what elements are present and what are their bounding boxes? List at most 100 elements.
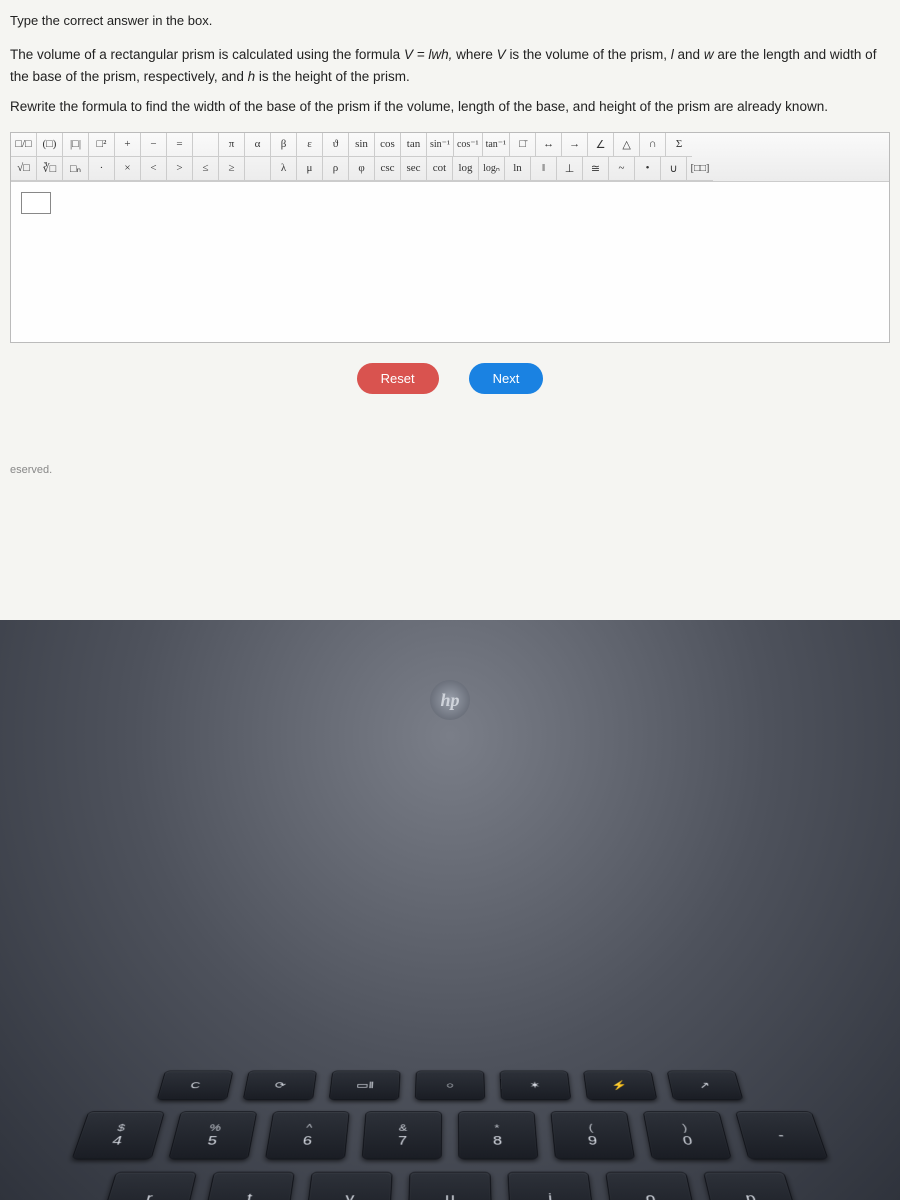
keyboard-key: ↗ (667, 1071, 744, 1101)
toolbar-button[interactable]: logₙ (479, 157, 505, 181)
problem-statement: The volume of a rectangular prism is cal… (10, 44, 890, 87)
toolbar-button[interactable]: |□| (63, 133, 89, 157)
answer-input[interactable] (21, 192, 51, 214)
toolbar-button[interactable]: π (219, 133, 245, 157)
toolbar-button[interactable]: → (562, 133, 588, 157)
toolbar-button[interactable]: + (115, 133, 141, 157)
problem-part-f: is the height of the prism. (259, 69, 410, 84)
toolbar-button[interactable]: < (141, 157, 167, 181)
rewrite-prompt: Rewrite the formula to find the width of… (10, 97, 890, 117)
keyboard: C⟳▭‖○✶⚡↗ $4%5^6&7*8(9)0- rtyuiop (0, 1071, 900, 1200)
toolbar-row-1: □/□(□)|□|□²+−= παβεϑsincostansin⁻¹cos⁻¹ta… (11, 133, 889, 157)
toolbar-button[interactable]: sin (349, 133, 375, 157)
toolbar-button[interactable]: · (89, 157, 115, 181)
toolbar-button[interactable]: φ (349, 157, 375, 181)
keyboard-key: ⚡ (583, 1071, 657, 1101)
next-button[interactable]: Next (469, 363, 544, 394)
toolbar-button[interactable]: sec (401, 157, 427, 181)
toolbar-button[interactable]: log (453, 157, 479, 181)
math-toolbar: □/□(□)|□|□²+−= παβεϑsincostansin⁻¹cos⁻¹ta… (11, 133, 889, 182)
toolbar-button[interactable]: (□) (37, 133, 63, 157)
keyboard-key: $4 (71, 1111, 164, 1159)
toolbar-button[interactable]: ∛□ (37, 157, 63, 181)
var-v: V (497, 47, 506, 62)
keyboard-key: ^6 (265, 1111, 350, 1159)
toolbar-button[interactable]: csc (375, 157, 401, 181)
toolbar-button[interactable]: sin⁻¹ (427, 133, 454, 157)
toolbar-button[interactable]: ∩ (640, 133, 666, 157)
keyboard-key: ⟳ (243, 1071, 317, 1101)
keyboard-key: )0 (643, 1111, 732, 1159)
problem-part-d: and (678, 47, 704, 62)
toolbar-button[interactable]: α (245, 133, 271, 157)
keyboard-key: t (202, 1172, 295, 1200)
toolbar-button[interactable]: ∠ (588, 133, 614, 157)
toolbar-button[interactable]: = (167, 133, 193, 157)
reset-button[interactable]: Reset (357, 363, 439, 394)
toolbar-button[interactable]: ≥ (219, 157, 245, 181)
toolbar-button[interactable] (193, 133, 219, 157)
toolbar-button[interactable]: μ (297, 157, 323, 181)
answer-area (11, 182, 889, 342)
toolbar-button[interactable] (245, 157, 271, 181)
button-row: Reset Next (10, 363, 890, 394)
problem-part-a: The volume of a rectangular prism is cal… (10, 47, 404, 62)
keyboard-key: u (408, 1172, 493, 1200)
toolbar-button[interactable]: □/□ (11, 133, 37, 157)
toolbar-row-2: √□∛□□ₙ·×<>≤≥ λμρφcscseccotloglogₙln‖⊥≅~•∪… (11, 157, 889, 181)
keyboard-key: ✶ (499, 1071, 571, 1101)
toolbar-button[interactable]: × (115, 157, 141, 181)
laptop-photo-region: hp C⟳▭‖○✶⚡↗ $4%5^6&7*8(9)0- rtyuiop (0, 620, 900, 1200)
toolbar-button[interactable]: − (141, 133, 167, 157)
problem-part-b: where (456, 47, 497, 62)
toolbar-button[interactable]: Σ (666, 133, 692, 157)
toolbar-button[interactable]: ln (505, 157, 531, 181)
toolbar-button[interactable]: ϑ (323, 133, 349, 157)
var-l: l (671, 47, 674, 62)
equation-editor: □/□(□)|□|□²+−= παβεϑsincostansin⁻¹cos⁻¹ta… (10, 132, 890, 343)
toolbar-button[interactable]: ≅ (583, 157, 609, 181)
toolbar-button[interactable]: [□□] (687, 157, 713, 181)
toolbar-button[interactable]: • (635, 157, 661, 181)
toolbar-button[interactable]: cot (427, 157, 453, 181)
problem-part-c: is the volume of the prism, (509, 47, 670, 62)
toolbar-button[interactable]: □² (89, 133, 115, 157)
keyboard-key: o (605, 1172, 698, 1200)
toolbar-button[interactable]: β (271, 133, 297, 157)
toolbar-button[interactable]: □ₙ (63, 157, 89, 181)
toolbar-button[interactable]: ⊥ (557, 157, 583, 181)
instruction-text: Type the correct answer in the box. (10, 12, 890, 30)
keyboard-key: ▭‖ (329, 1071, 401, 1101)
toolbar-button[interactable]: tan (401, 133, 427, 157)
keyboard-letter-row: rtyuiop (15, 1172, 884, 1200)
var-w: w (704, 47, 714, 62)
toolbar-button[interactable]: cos (375, 133, 401, 157)
toolbar-button[interactable]: tan⁻¹ (483, 133, 511, 157)
toolbar-button[interactable]: ∪ (661, 157, 687, 181)
keyboard-fn-row: C⟳▭‖○✶⚡↗ (63, 1071, 836, 1101)
keyboard-key: ○ (415, 1071, 485, 1101)
keyboard-key: i (507, 1172, 595, 1200)
toolbar-button[interactable]: ≤ (193, 157, 219, 181)
keyboard-key: *8 (458, 1111, 538, 1159)
toolbar-button[interactable]: cos⁻¹ (454, 133, 483, 157)
toolbar-button[interactable]: ε (297, 133, 323, 157)
toolbar-button[interactable]: ↔ (536, 133, 562, 157)
footer-text: eserved. (10, 394, 890, 476)
toolbar-button[interactable]: ‖ (531, 157, 557, 181)
keyboard-key: r (99, 1172, 197, 1200)
formula: V = lwh, (404, 47, 452, 62)
toolbar-button[interactable]: √□ (11, 157, 37, 181)
toolbar-button[interactable]: ~ (609, 157, 635, 181)
toolbar-button[interactable]: ρ (323, 157, 349, 181)
toolbar-button[interactable]: λ (271, 157, 297, 181)
keyboard-key: y (305, 1172, 393, 1200)
keyboard-key: %5 (168, 1111, 257, 1159)
toolbar-button[interactable]: △ (614, 133, 640, 157)
keyboard-key: p (703, 1172, 801, 1200)
toolbar-button[interactable]: □̄ (510, 133, 536, 157)
keyboard-key: &7 (362, 1111, 442, 1159)
keyboard-num-row: $4%5^6&7*8(9)0- (41, 1111, 859, 1159)
hp-logo-icon: hp (430, 680, 470, 720)
toolbar-button[interactable]: > (167, 157, 193, 181)
